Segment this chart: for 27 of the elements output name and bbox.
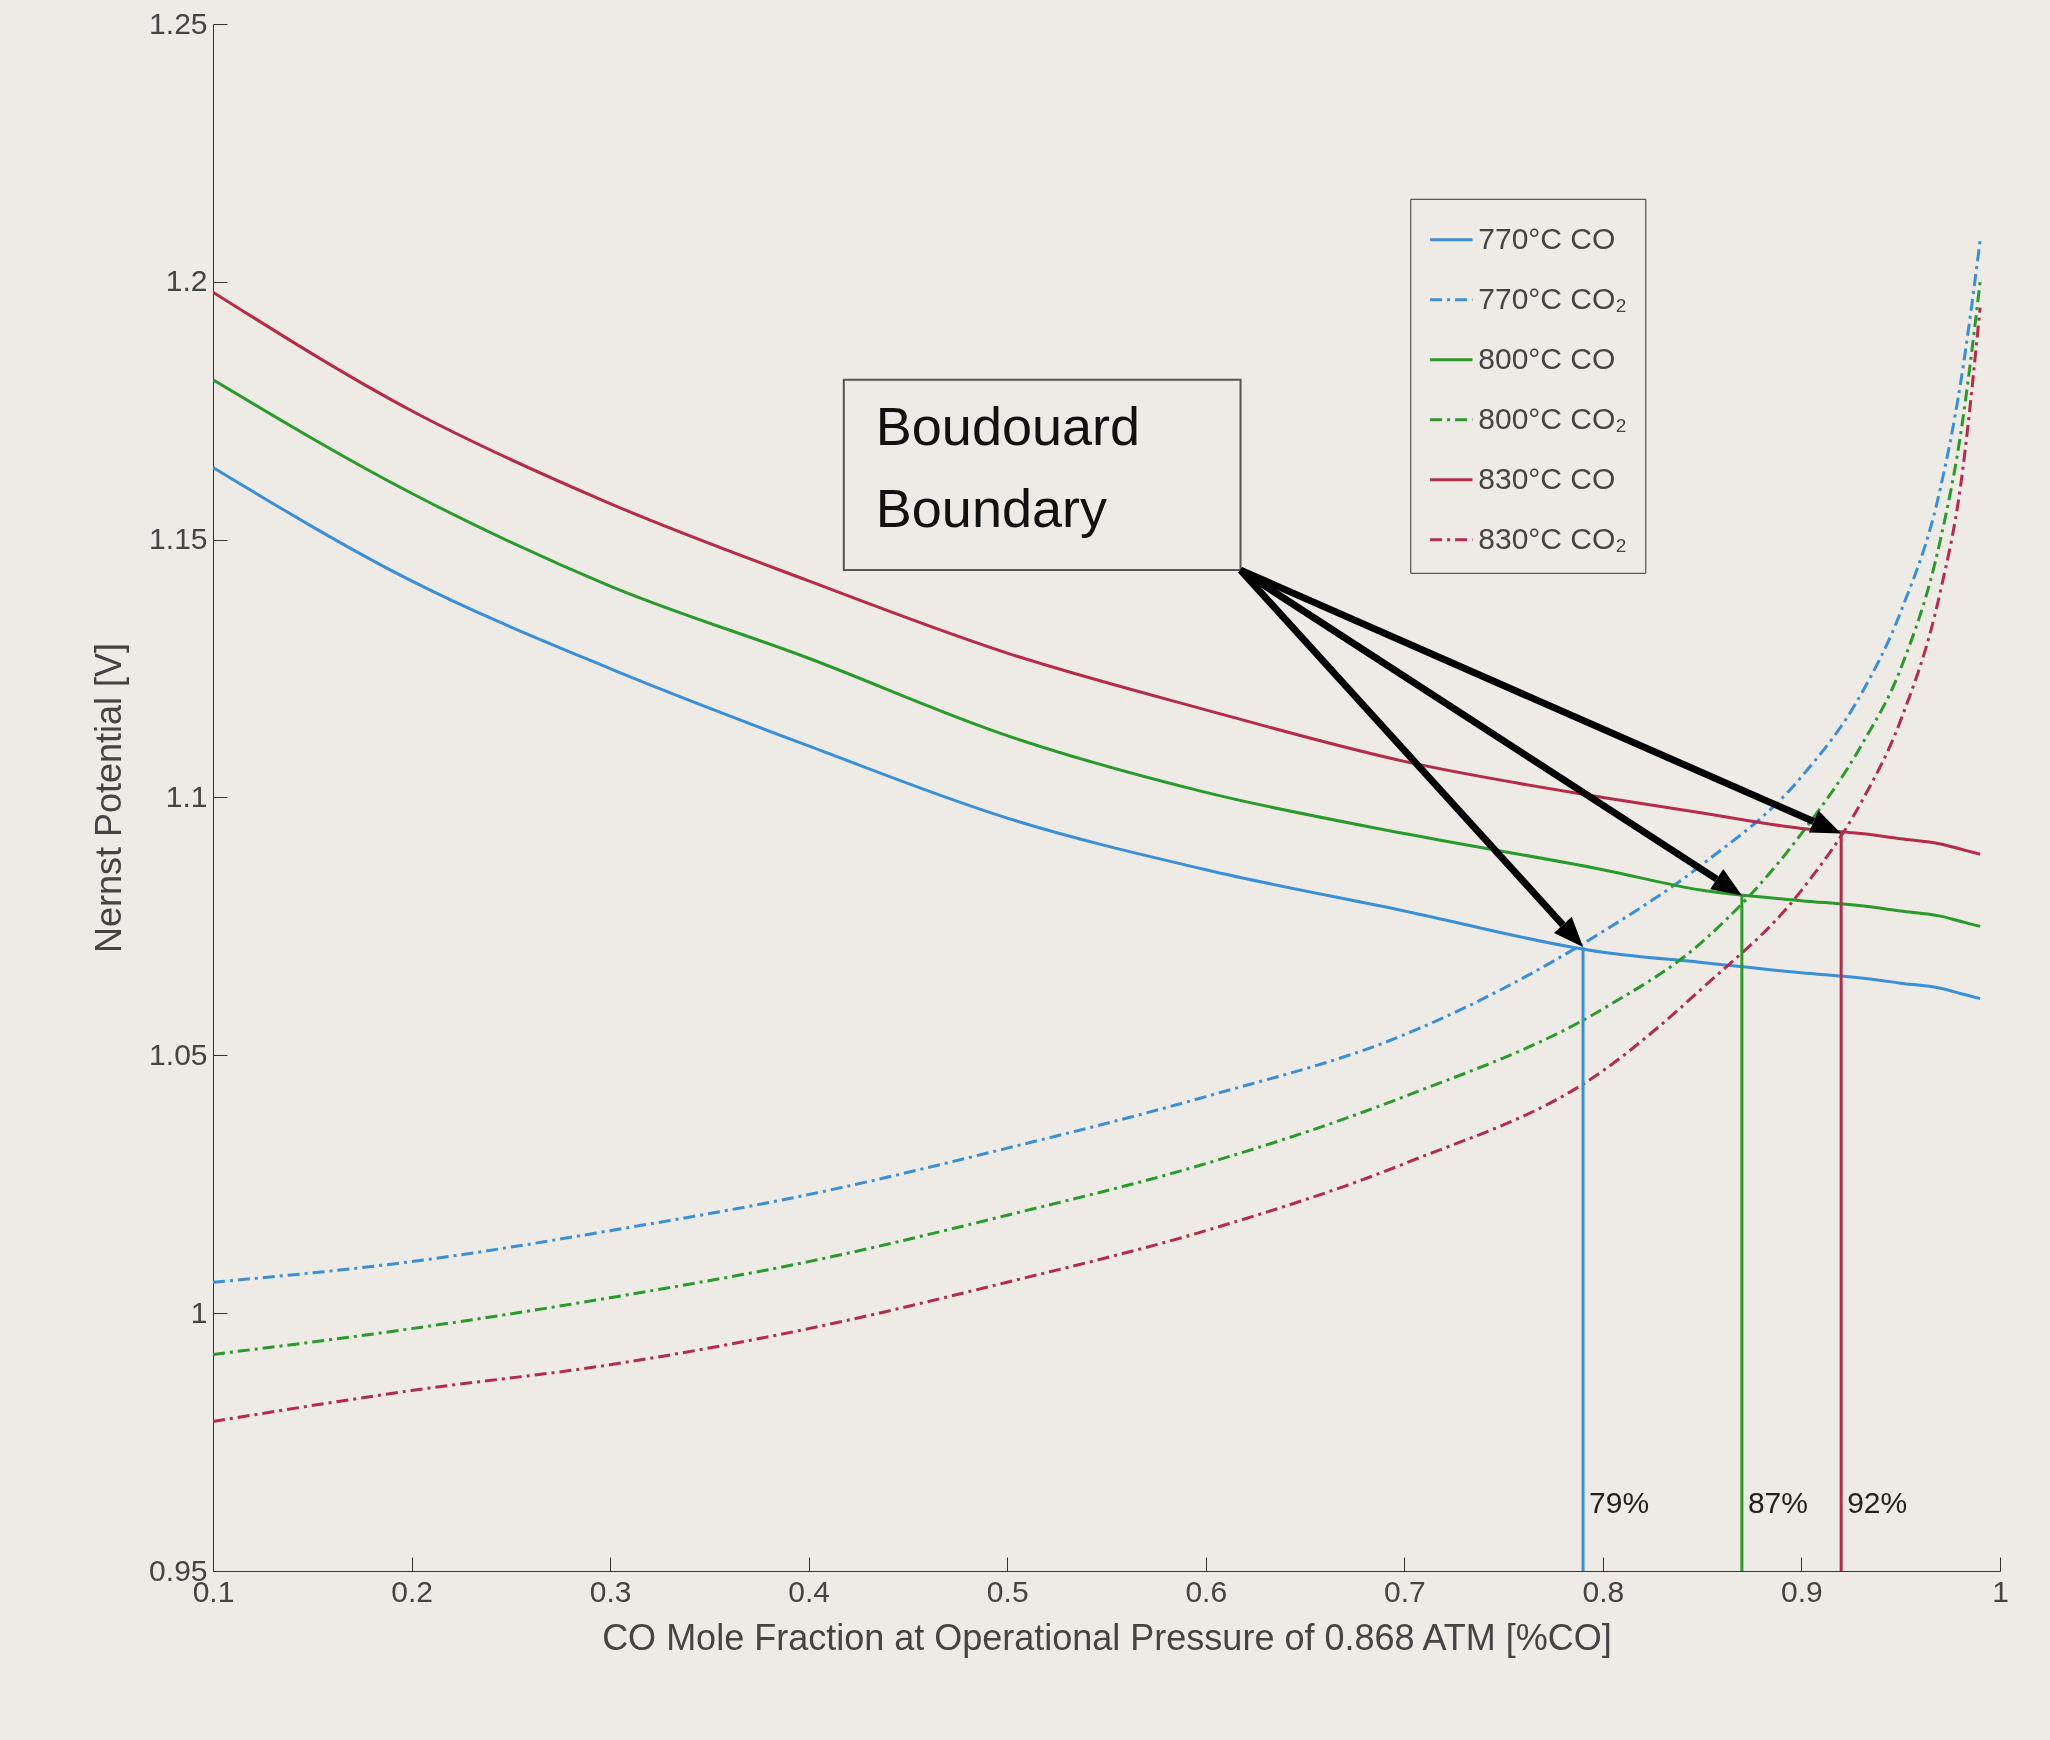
legend-label: 830°C CO — [1478, 461, 1616, 495]
legend-label: 800°C CO — [1478, 341, 1616, 375]
annotation: 87% — [1747, 1486, 1808, 1520]
y-tick-label: 1.05 — [149, 1037, 208, 1071]
x-tick-label: 0.8 — [1582, 1574, 1625, 1608]
x-tick-label: 0.5 — [986, 1574, 1029, 1608]
y-axis-title: Nernst Potential [V] — [88, 642, 130, 954]
legend-label: 830°C CO₂ — [1478, 521, 1627, 555]
legend-label: 770°C CO — [1478, 221, 1616, 255]
annotation: 79% — [1589, 1486, 1650, 1520]
y-tick-label: 1.15 — [149, 522, 208, 556]
x-tick-label: 0.6 — [1185, 1574, 1228, 1608]
x-tick-label: 1 — [1992, 1574, 2009, 1608]
x-tick-label: 0.7 — [1383, 1574, 1426, 1608]
y-tick-label: 1 — [190, 1295, 208, 1329]
x-axis-title: CO Mole Fraction at Operational Pressure of 0.868 ATM [%CO] — [602, 1616, 1612, 1658]
y-tick-label: 1.2 — [165, 264, 208, 298]
x-tick-label: 0.3 — [589, 1574, 632, 1608]
annotation: 92% — [1847, 1486, 1908, 1520]
x-tick-label: 0.4 — [788, 1574, 831, 1608]
x-tick-label: 0.2 — [391, 1574, 433, 1608]
y-tick-label: 1.1 — [165, 780, 208, 813]
legend-label: 770°C CO₂ — [1478, 281, 1627, 315]
legend-label: 800°C CO₂ — [1478, 401, 1627, 435]
x-tick-label: 0.9 — [1781, 1574, 1823, 1608]
annotation: Boudouard Boundary — [875, 395, 1141, 538]
y-tick-label: 1.25 — [149, 6, 208, 40]
